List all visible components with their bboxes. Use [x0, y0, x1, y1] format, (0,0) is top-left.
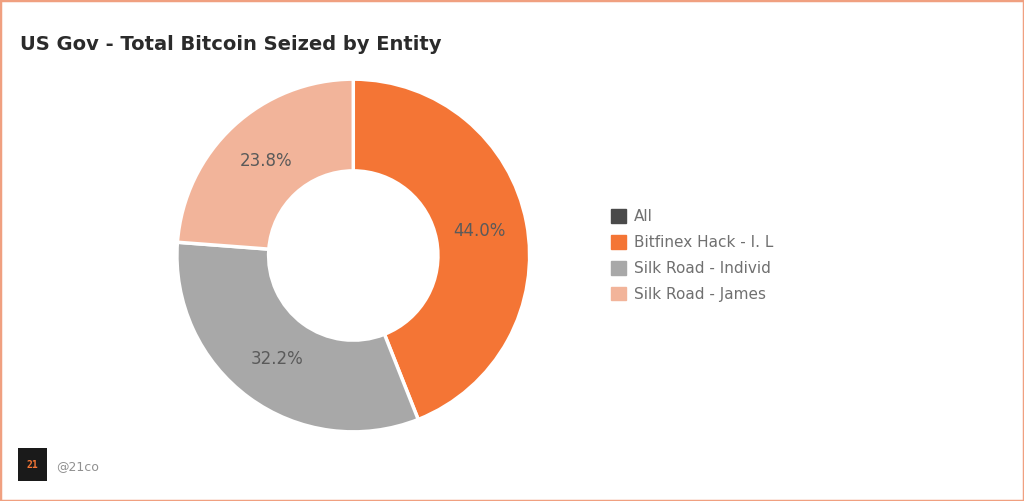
- Text: @21co: @21co: [56, 460, 99, 473]
- Text: US Gov - Total Bitcoin Seized by Entity: US Gov - Total Bitcoin Seized by Entity: [20, 35, 442, 54]
- Wedge shape: [177, 79, 353, 249]
- Legend: All, Bitfinex Hack - I. L, Silk Road - Individ, Silk Road - James: All, Bitfinex Hack - I. L, Silk Road - I…: [603, 202, 781, 309]
- Text: 32.2%: 32.2%: [251, 350, 303, 368]
- Wedge shape: [177, 242, 418, 432]
- Text: 44.0%: 44.0%: [454, 222, 506, 240]
- Text: 21: 21: [27, 460, 39, 469]
- Wedge shape: [353, 79, 529, 419]
- Text: 23.8%: 23.8%: [240, 152, 292, 170]
